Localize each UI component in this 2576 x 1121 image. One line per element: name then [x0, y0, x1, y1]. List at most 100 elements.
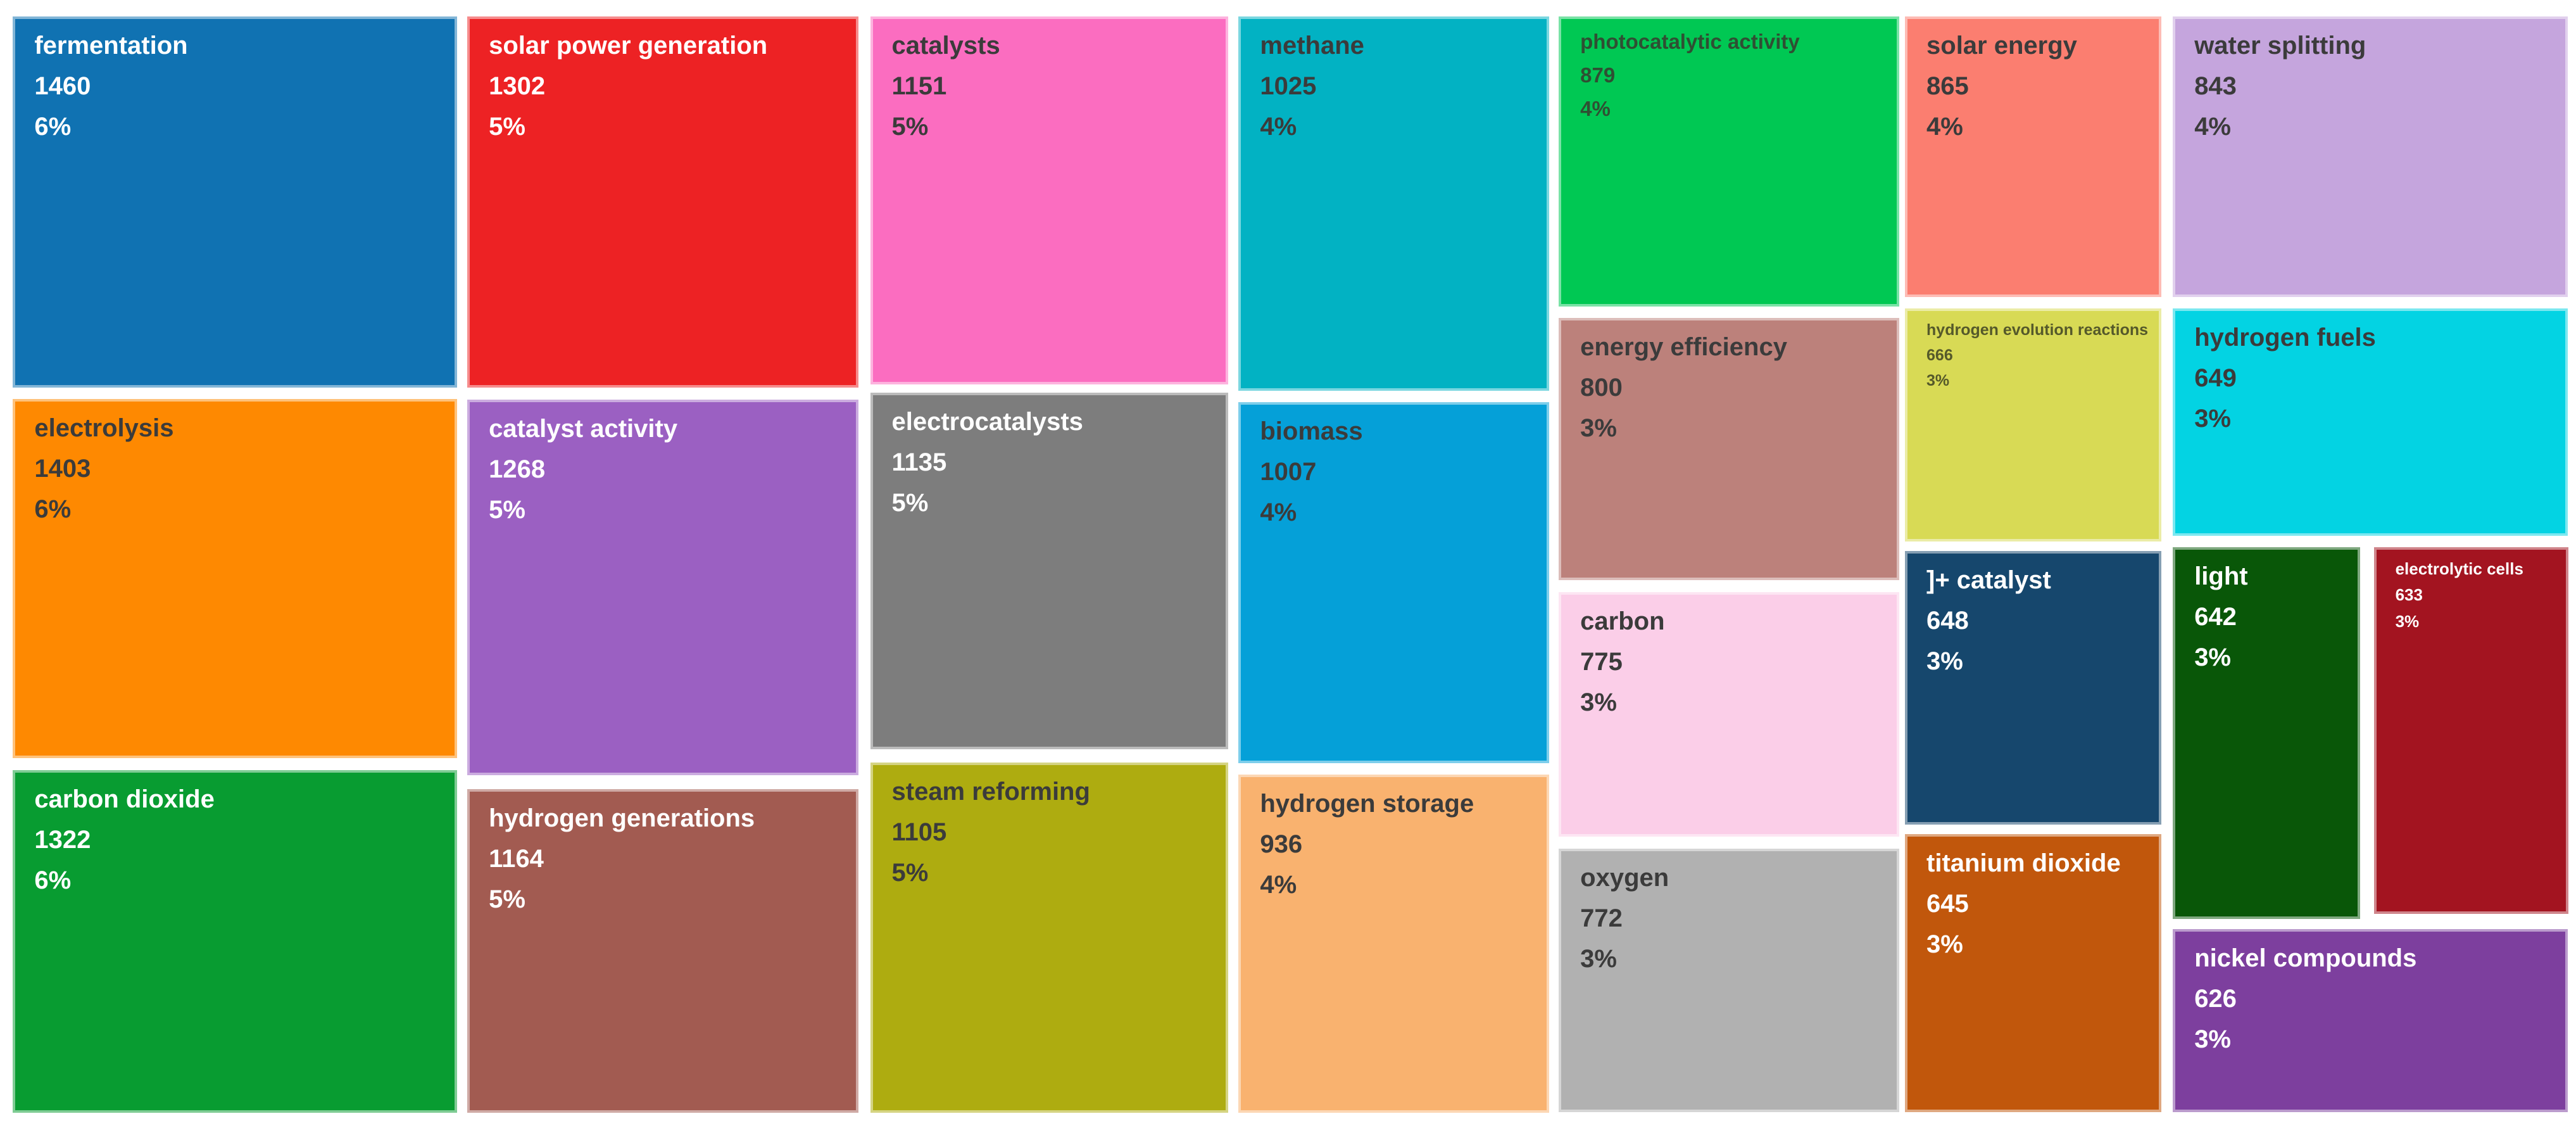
tile-value: 1105 [891, 818, 947, 846]
treemap-tile-catalyst[interactable]: ]+ catalyst 648 3% [1905, 550, 2161, 825]
treemap-tile-photocatalytic-activity[interactable]: photocatalytic activity 879 4% [1559, 16, 1899, 307]
treemap-tile-water-splitting[interactable]: water splitting 843 4% [2173, 16, 2568, 297]
tile-percent: 6% [34, 113, 72, 141]
tile-percent: 3% [2194, 1025, 2231, 1054]
tile-label: water splitting [2194, 32, 2366, 60]
tile-label: photocatalytic activity [1580, 30, 1800, 54]
tile-percent: 3% [1580, 688, 1617, 716]
tile-label: hydrogen evolution reactions [1926, 320, 2149, 339]
tile-percent: 5% [489, 113, 525, 141]
treemap-tile-light[interactable]: light 642 3% [2173, 547, 2361, 920]
tile-value: 865 [1926, 72, 1969, 101]
treemap-tile-fermentation[interactable]: fermentation 1460 6% [13, 16, 458, 388]
tile-value: 1302 [489, 72, 546, 101]
treemap-tile-hydrogen-storage[interactable]: hydrogen storage 936 4% [1238, 775, 1549, 1113]
treemap-tile-biomass[interactable]: biomass 1007 4% [1238, 402, 1549, 764]
tile-percent: 4% [1260, 498, 1297, 527]
tile-value: 666 [1926, 346, 1953, 364]
tile-percent: 5% [891, 489, 929, 517]
treemap-tile-carbon-dioxide[interactable]: carbon dioxide 1322 6% [13, 770, 458, 1113]
tile-value: 800 [1580, 374, 1623, 402]
tile-percent: 4% [1260, 113, 1297, 141]
tile-percent: 4% [1260, 871, 1297, 899]
tile-value: 648 [1926, 606, 1969, 635]
treemap-tile-methane[interactable]: methane 1025 4% [1238, 16, 1549, 391]
treemap-tile-hydrogen-generations[interactable]: hydrogen generations 1164 5% [467, 789, 859, 1113]
tile-label: catalyst activity [489, 415, 678, 443]
treemap-tile-hydrogen-fuels[interactable]: hydrogen fuels 649 3% [2173, 308, 2568, 536]
treemap-tile-electrocatalysts[interactable]: electrocatalysts 1135 5% [870, 393, 1229, 749]
treemap-tile-electrolysis[interactable]: electrolysis 1403 6% [13, 398, 458, 759]
tile-percent: 5% [489, 885, 525, 914]
tile-value: 626 [2194, 985, 2237, 1013]
tile-label: electrocatalysts [891, 408, 1083, 436]
tile-label: biomass [1260, 417, 1363, 446]
tile-label: catalysts [891, 32, 1000, 60]
treemap-tile-nickel-compounds[interactable]: nickel compounds 626 3% [2173, 929, 2568, 1112]
tile-value: 1151 [891, 72, 947, 101]
tile-value: 1025 [1260, 72, 1317, 101]
tile-percent: 5% [489, 496, 525, 524]
tile-percent: 3% [2194, 643, 2231, 671]
tile-percent: 4% [1926, 113, 1963, 141]
tile-percent: 4% [1580, 96, 1611, 120]
treemap-tile-solar-power-generation[interactable]: solar power generation 1302 5% [467, 16, 859, 388]
tile-value: 645 [1926, 889, 1969, 918]
treemap-tile-oxygen[interactable]: oxygen 772 3% [1559, 849, 1899, 1112]
tile-value: 1135 [891, 448, 947, 477]
tile-percent: 3% [2395, 611, 2420, 631]
tile-value: 1007 [1260, 458, 1317, 486]
tile-label: solar energy [1926, 32, 2077, 60]
tile-label: carbon dioxide [34, 785, 215, 813]
tile-value: 879 [1580, 63, 1616, 87]
tile-value: 1164 [489, 845, 544, 873]
tile-label: ]+ catalyst [1926, 566, 2051, 594]
tile-percent: 3% [1926, 371, 1950, 390]
treemap-tile-electrolytic-cells[interactable]: electrolytic cells 633 3% [2373, 547, 2568, 914]
tile-percent: 3% [1926, 647, 1963, 675]
treemap-tile-steam-reforming[interactable]: steam reforming 1105 5% [870, 762, 1229, 1113]
tile-percent: 5% [891, 858, 929, 887]
tile-label: energy efficiency [1580, 333, 1787, 362]
tile-value: 1403 [34, 454, 91, 483]
tile-label: hydrogen fuels [2194, 323, 2376, 352]
tile-value: 775 [1580, 647, 1623, 676]
tile-label: solar power generation [489, 32, 768, 60]
tile-label: methane [1260, 32, 1364, 60]
tile-label: steam reforming [891, 777, 1090, 806]
tile-value: 843 [2194, 72, 2237, 101]
tile-percent: 3% [2194, 404, 2231, 433]
tile-percent: 4% [2194, 113, 2231, 141]
treemap-tile-carbon[interactable]: carbon 775 3% [1559, 592, 1899, 837]
treemap-tile-solar-energy[interactable]: solar energy 865 4% [1905, 16, 2161, 297]
tile-label: titanium dioxide [1926, 849, 2121, 877]
tile-value: 1460 [34, 72, 91, 101]
treemap-tile-titanium-dioxide[interactable]: titanium dioxide 645 3% [1905, 833, 2161, 1112]
treemap-tile-catalysts[interactable]: catalysts 1151 5% [870, 16, 1229, 384]
treemap-tile-energy-efficiency[interactable]: energy efficiency 800 3% [1559, 318, 1899, 581]
tile-percent: 5% [891, 113, 929, 141]
tile-percent: 6% [34, 495, 72, 523]
treemap-tile-catalyst-activity[interactable]: catalyst activity 1268 5% [467, 400, 859, 775]
tile-label: electrolysis [34, 414, 174, 442]
tile-percent: 3% [1580, 414, 1617, 443]
tile-value: 936 [1260, 830, 1303, 859]
tile-label: light [2194, 562, 2248, 590]
tile-label: oxygen [1580, 864, 1669, 892]
tile-label: nickel compounds [2194, 944, 2417, 973]
tile-percent: 3% [1926, 930, 1963, 958]
tile-label: carbon [1580, 607, 1665, 635]
tile-label: electrolytic cells [2395, 559, 2523, 578]
tile-percent: 3% [1580, 945, 1617, 973]
tile-value: 649 [2194, 364, 2237, 392]
tile-label: fermentation [34, 32, 188, 60]
tile-value: 772 [1580, 904, 1623, 933]
tile-label: hydrogen storage [1260, 790, 1474, 818]
tile-value: 642 [2194, 602, 2237, 631]
tile-label: hydrogen generations [489, 804, 755, 833]
tile-value: 1322 [34, 825, 91, 854]
tile-percent: 6% [34, 866, 72, 894]
tile-value: 1268 [489, 455, 546, 483]
treemap-tile-hydrogen-evolution-reactions[interactable]: hydrogen evolution reactions 666 3% [1905, 308, 2161, 542]
